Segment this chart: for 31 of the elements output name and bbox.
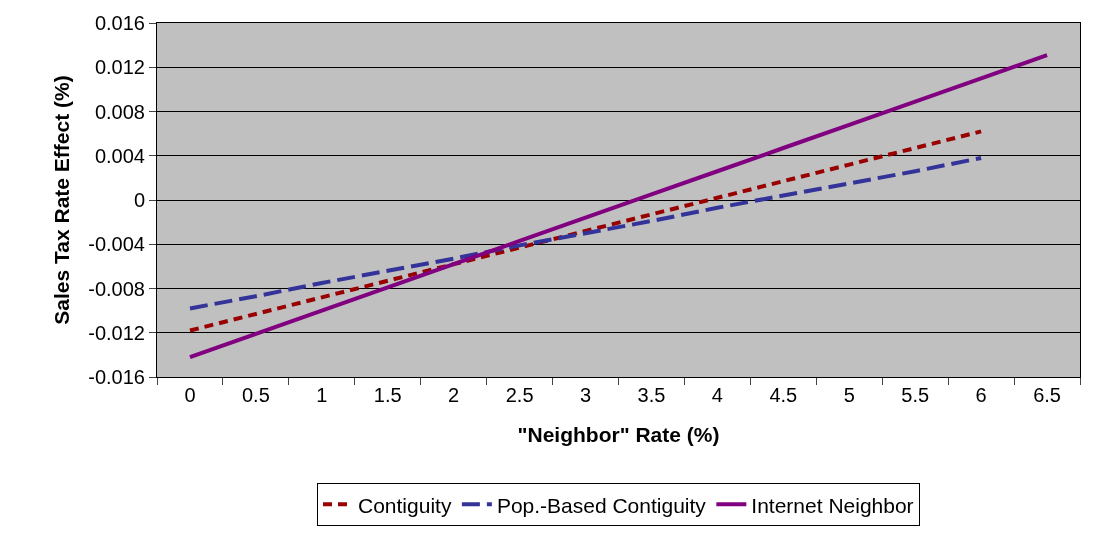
x-tick-label: 4 <box>711 384 723 406</box>
x-tick-label: 6 <box>975 384 987 406</box>
y-tick-label: -0.008 <box>88 277 145 300</box>
x-tick-label: 0 <box>184 384 196 406</box>
x-tick-label: 3 <box>579 384 592 406</box>
y-tick-label: -0.004 <box>88 233 145 256</box>
x-tick-label: 3.5 <box>637 384 666 406</box>
y-tick-label: -0.016 <box>88 366 145 388</box>
x-tick-label: 4.5 <box>769 384 798 406</box>
y-tick-label: 0.012 <box>94 56 145 79</box>
x-tick-label: 0.5 <box>241 384 270 406</box>
legend-label: Internet Neighbor <box>751 493 914 517</box>
x-axis-title: "Neighbor" Rate (%) <box>517 423 720 447</box>
y-tick-label: 0 <box>133 189 145 211</box>
legend-label: Pop.-Based Contiguity <box>496 493 707 517</box>
line-series <box>187 155 984 311</box>
x-tick-label: 6.5 <box>1033 384 1061 406</box>
y-tick-label: 0.008 <box>94 100 145 123</box>
x-tick-label: 5.5 <box>901 384 930 406</box>
legend-label: Contiguity <box>358 493 452 517</box>
x-tick-label: 2 <box>448 384 460 406</box>
x-tick-label: 1 <box>316 384 328 406</box>
x-tick-label: 1.5 <box>373 384 402 406</box>
y-tick-label: -0.012 <box>88 321 145 344</box>
line-series <box>187 53 1050 360</box>
x-tick-label: 2.5 <box>505 384 534 406</box>
y-axis-title: Sales Tax Rate Effect (%) <box>50 75 74 325</box>
x-tick-label: 5 <box>843 384 855 406</box>
line-series <box>187 129 984 333</box>
y-tick-label: 0.004 <box>94 144 145 167</box>
y-tick-label: 0.016 <box>94 12 145 34</box>
